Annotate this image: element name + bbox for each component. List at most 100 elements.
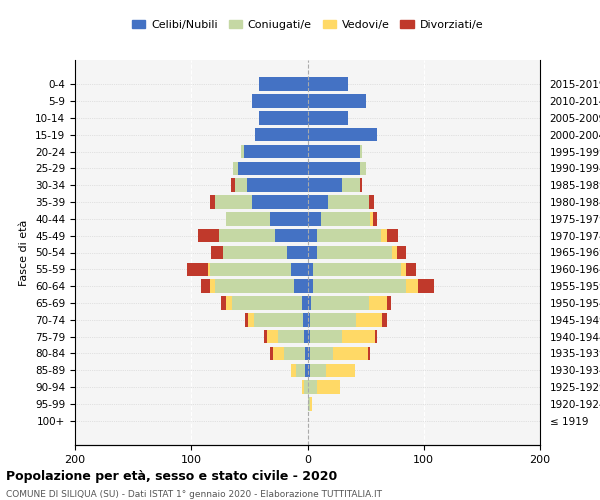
Bar xyxy=(326,364,355,377)
Bar xyxy=(308,313,310,326)
Bar xyxy=(317,380,340,394)
Bar xyxy=(272,346,284,360)
Bar xyxy=(248,313,254,326)
Bar xyxy=(215,280,293,293)
Bar xyxy=(397,246,406,259)
Bar xyxy=(287,246,308,259)
Bar xyxy=(308,212,322,226)
Bar xyxy=(401,262,406,276)
Bar xyxy=(200,280,210,293)
Bar xyxy=(382,313,386,326)
Bar xyxy=(310,330,343,344)
Bar xyxy=(215,196,252,209)
Bar xyxy=(375,330,377,344)
Bar xyxy=(219,229,275,242)
Bar xyxy=(187,262,208,276)
Bar xyxy=(308,330,310,344)
Bar xyxy=(308,346,310,360)
Bar xyxy=(232,296,302,310)
Bar xyxy=(235,178,247,192)
Bar xyxy=(308,296,311,310)
Bar xyxy=(308,196,328,209)
Bar xyxy=(310,346,333,360)
Bar xyxy=(208,262,210,276)
Bar xyxy=(241,145,244,158)
Bar xyxy=(308,145,360,158)
Bar xyxy=(265,330,267,344)
Bar xyxy=(305,364,308,377)
Bar xyxy=(369,296,386,310)
Bar xyxy=(308,280,313,293)
Bar xyxy=(310,364,326,377)
Bar xyxy=(221,296,226,310)
Bar xyxy=(226,212,271,226)
Text: COMUNE DI SILIQUA (SU) - Dati ISTAT 1° gennaio 2020 - Elaborazione TUTTITALIA.IT: COMUNE DI SILIQUA (SU) - Dati ISTAT 1° g… xyxy=(6,490,382,499)
Bar xyxy=(244,145,308,158)
Bar xyxy=(296,364,305,377)
Bar xyxy=(226,296,232,310)
Bar xyxy=(328,196,369,209)
Bar xyxy=(308,262,313,276)
Bar xyxy=(275,229,308,242)
Bar xyxy=(291,262,308,276)
Bar xyxy=(254,313,303,326)
Bar xyxy=(333,346,368,360)
Bar xyxy=(210,262,291,276)
Bar xyxy=(302,380,304,394)
Bar xyxy=(245,313,248,326)
Bar xyxy=(308,380,317,394)
Bar xyxy=(322,212,370,226)
Bar xyxy=(392,246,397,259)
Bar xyxy=(308,78,348,91)
Bar xyxy=(343,178,360,192)
Bar xyxy=(259,78,308,91)
Bar xyxy=(308,94,365,108)
Bar xyxy=(360,145,362,158)
Bar xyxy=(308,162,360,175)
Bar xyxy=(360,178,362,192)
Bar xyxy=(303,313,308,326)
Bar xyxy=(368,346,370,360)
Bar xyxy=(308,229,317,242)
Bar xyxy=(310,313,356,326)
Bar xyxy=(406,262,416,276)
Bar xyxy=(310,397,312,410)
Bar xyxy=(198,229,219,242)
Bar xyxy=(252,94,308,108)
Bar xyxy=(308,111,348,124)
Bar xyxy=(293,280,308,293)
Bar xyxy=(255,128,308,141)
Bar xyxy=(210,196,215,209)
Bar xyxy=(284,346,305,360)
Bar xyxy=(308,128,377,141)
Bar xyxy=(238,162,308,175)
Bar xyxy=(302,296,308,310)
Bar xyxy=(311,296,369,310)
Bar xyxy=(313,280,406,293)
Bar xyxy=(343,330,375,344)
Bar xyxy=(305,346,308,360)
Bar xyxy=(304,330,308,344)
Bar xyxy=(223,246,287,259)
Bar xyxy=(233,162,238,175)
Bar xyxy=(356,313,382,326)
Bar xyxy=(369,196,374,209)
Bar xyxy=(308,246,317,259)
Bar xyxy=(381,229,386,242)
Y-axis label: Fasce di età: Fasce di età xyxy=(19,220,29,286)
Bar xyxy=(267,330,278,344)
Legend: Celibi/Nubili, Coniugati/e, Vedovi/e, Divorziati/e: Celibi/Nubili, Coniugati/e, Vedovi/e, Di… xyxy=(128,16,487,34)
Bar xyxy=(271,212,308,226)
Bar xyxy=(308,364,310,377)
Bar xyxy=(317,229,381,242)
Bar xyxy=(317,246,392,259)
Bar xyxy=(231,178,235,192)
Bar xyxy=(370,212,373,226)
Bar xyxy=(259,111,308,124)
Bar xyxy=(373,212,377,226)
Bar xyxy=(210,280,215,293)
Bar xyxy=(386,296,391,310)
Bar xyxy=(386,229,398,242)
Bar xyxy=(308,178,343,192)
Bar xyxy=(304,380,308,394)
